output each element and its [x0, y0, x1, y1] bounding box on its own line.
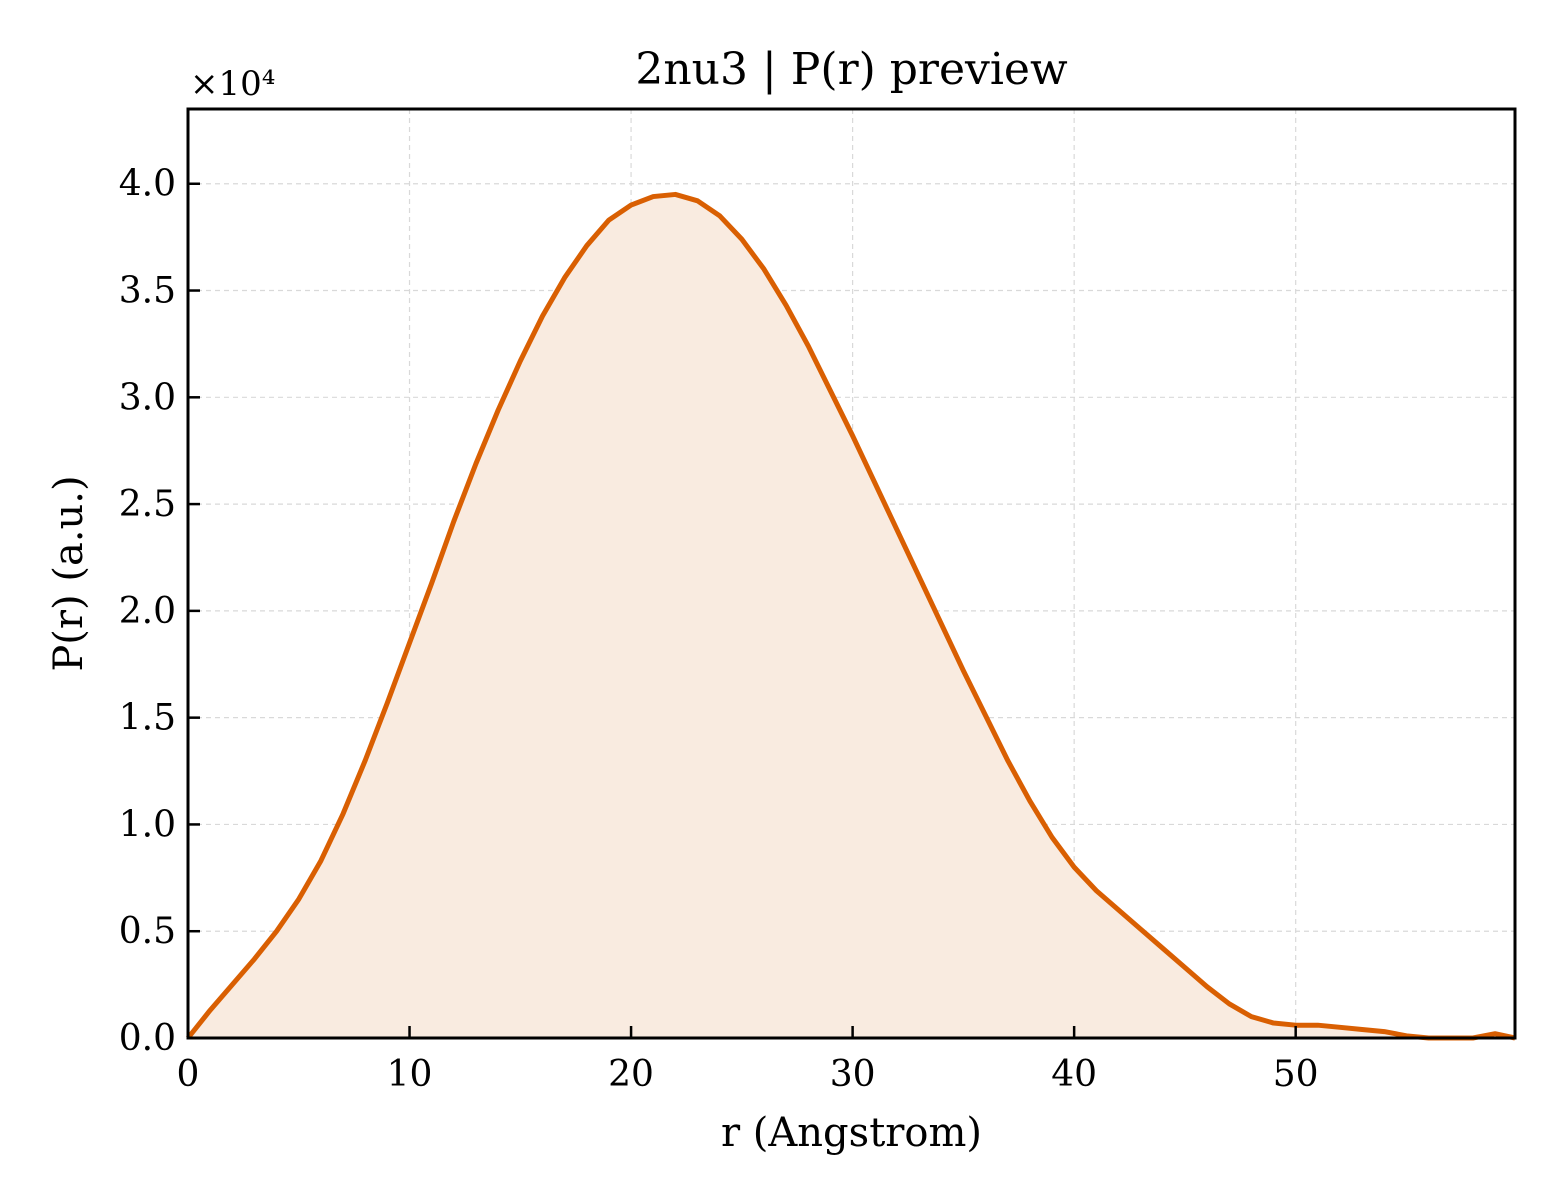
y-axis-label: P(r) (a.u.) [46, 475, 92, 671]
y-tick-label: 4.0 [119, 164, 176, 205]
pr-series-line [186, 191, 1516, 1041]
y-tick-label: 0.5 [119, 911, 176, 952]
y-scale-offset-label: ×10⁴ [190, 64, 275, 104]
y-tick-label: 2.0 [119, 591, 176, 632]
x-tick-label: 0 [177, 1054, 200, 1095]
y-tick-label: 0.0 [119, 1018, 176, 1059]
chart-title: 2nu3 | P(r) preview [635, 44, 1068, 95]
x-axis-label: r (Angstrom) [721, 1110, 982, 1156]
x-tick-label: 20 [608, 1054, 654, 1095]
axis-ticks: 0 10 20 30 40 50 0.0 0.5 1.0 1.5 2.0 2.5 3.0 3.5 4.0 [119, 164, 1319, 1095]
y-tick-label: 1.5 [119, 698, 176, 739]
y-tick-label: 3.0 [119, 377, 176, 418]
x-tick-label: 50 [1273, 1054, 1319, 1095]
x-tick-label: 40 [1051, 1054, 1097, 1095]
pr-area-fill [188, 194, 1515, 1038]
x-tick-label: 30 [830, 1054, 876, 1095]
y-tick-label: 3.5 [119, 271, 176, 312]
x-tick-label: 10 [387, 1054, 433, 1095]
y-tick-label: 1.0 [119, 804, 176, 845]
y-tick-label: 2.5 [119, 484, 176, 525]
